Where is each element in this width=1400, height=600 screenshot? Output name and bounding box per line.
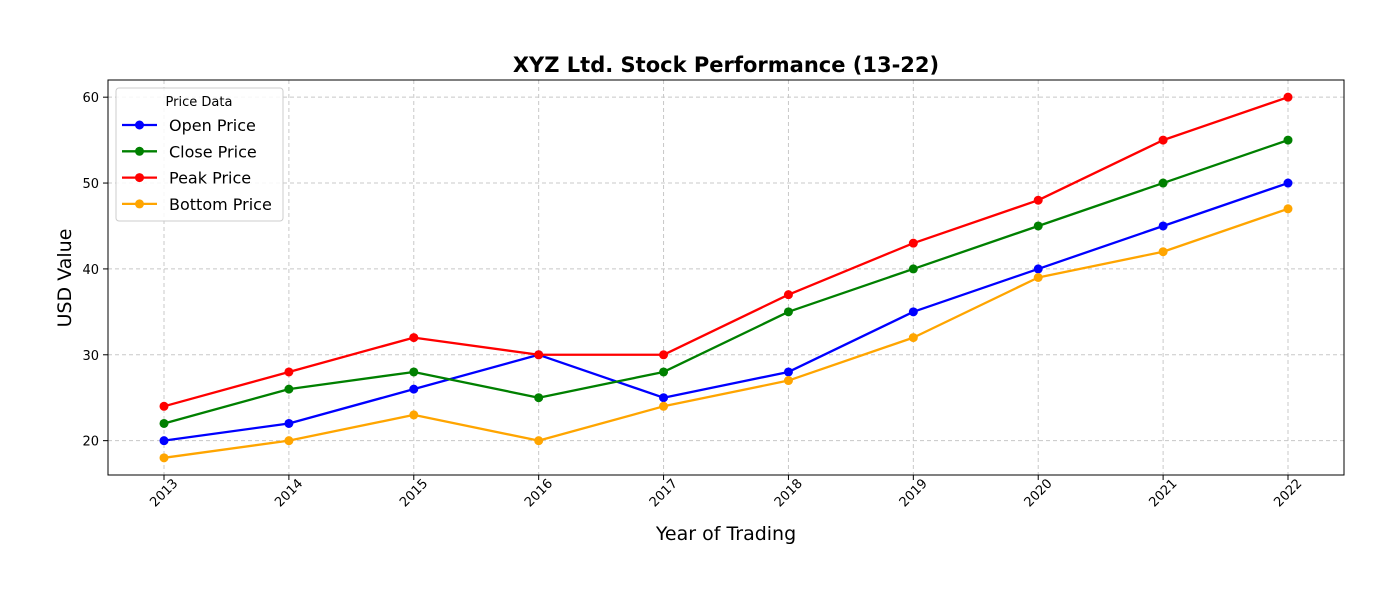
close-price-point: [1033, 221, 1043, 231]
grid-lines: [108, 80, 1344, 475]
open-price-point: [409, 384, 419, 394]
peak-price-point: [1283, 92, 1293, 102]
bottom-price-point: [159, 453, 169, 463]
open-price-point: [783, 367, 793, 377]
close-price-point: [908, 264, 918, 274]
bottom-price-line: [163, 207, 1289, 459]
y-tick-label: 60: [82, 91, 99, 106]
x-tick-label: 2021: [1146, 476, 1180, 510]
close-price-point: [159, 418, 169, 428]
bottom-price-point: [1158, 247, 1168, 257]
x-tick-label: 2013: [147, 476, 181, 510]
bottom-price-point: [1033, 273, 1043, 282]
legend-close-price-marker: [135, 146, 144, 156]
y-tick-label: 40: [82, 263, 99, 278]
close-price-point: [783, 307, 793, 317]
peak-price-point: [159, 401, 169, 411]
legend-title: Price Data: [166, 95, 233, 110]
peak-price-point: [908, 238, 918, 248]
close-price-line: [163, 139, 1289, 425]
x-tick-label: 2019: [897, 476, 931, 510]
open-price-line: [163, 181, 1289, 442]
peak-price-point: [409, 333, 419, 343]
peak-price-point: [534, 350, 544, 360]
bottom-price-point: [908, 333, 918, 343]
peak-price-point: [1033, 195, 1043, 205]
bottom-price-point: [284, 436, 294, 446]
bottom-price-point: [659, 401, 669, 411]
legend-bottom-price-label: Bottom Price: [169, 195, 272, 214]
legend-peak-price-label: Peak Price: [169, 169, 251, 188]
close-price-point: [1158, 178, 1168, 188]
chart-title: XYZ Ltd. Stock Performance (13-22): [513, 53, 939, 77]
open-price-point: [908, 307, 918, 317]
peak-price-point: [659, 350, 669, 360]
open-price-point: [1283, 178, 1293, 188]
x-tick-label: 2015: [397, 476, 431, 510]
open-price-point: [1033, 264, 1043, 274]
y-tick-label: 30: [82, 349, 99, 364]
close-price-point: [284, 384, 294, 394]
legend-bottom-price-marker: [135, 199, 144, 209]
peak-price-point: [284, 367, 294, 377]
y-axis-label: USD Value: [54, 229, 76, 328]
x-tick-label: 2014: [272, 476, 306, 510]
peak-price-point: [783, 290, 793, 300]
open-price-point: [1158, 221, 1168, 231]
x-tick-label: 2016: [522, 476, 556, 510]
y-tick-label: 50: [82, 177, 99, 192]
x-axis-ticks: 2013 2014 2015 2016 2017 2018 2019 2020 2021 2022: [147, 475, 1305, 510]
legend-open-price-label: Open Price: [169, 116, 256, 135]
x-tick-label: 2017: [647, 476, 681, 510]
open-price-point: [659, 393, 669, 403]
legend-close-price-label: Close Price: [169, 142, 257, 161]
legend-open-price-marker: [135, 120, 144, 130]
x-axis-label: Year of Trading: [655, 523, 796, 545]
x-tick-label: 2018: [772, 476, 806, 510]
peak-price-line: [163, 96, 1289, 408]
legend-peak-price-marker: [135, 173, 144, 183]
open-price-point: [159, 436, 169, 446]
legend-box: [115, 87, 284, 222]
y-axis-ticks: 20 30 40 50 60: [82, 91, 108, 450]
close-price-point: [409, 367, 419, 377]
bottom-price-point: [1283, 204, 1293, 214]
plot-frame: [107, 79, 1345, 476]
close-price-point: [659, 367, 669, 377]
x-tick-label: 2020: [1022, 476, 1056, 510]
bottom-price-point: [534, 436, 544, 446]
bottom-price-point: [409, 410, 419, 420]
close-price-point: [1283, 135, 1293, 145]
open-price-point: [284, 418, 294, 428]
x-tick-label: 2022: [1271, 476, 1305, 510]
series-lines: [159, 92, 1293, 463]
close-price-point: [534, 393, 544, 403]
y-tick-label: 20: [82, 435, 99, 450]
bottom-price-point: [783, 376, 793, 386]
peak-price-point: [1158, 135, 1168, 145]
legend: Price Data Open Price Close Price Peak Pri…: [115, 87, 284, 222]
